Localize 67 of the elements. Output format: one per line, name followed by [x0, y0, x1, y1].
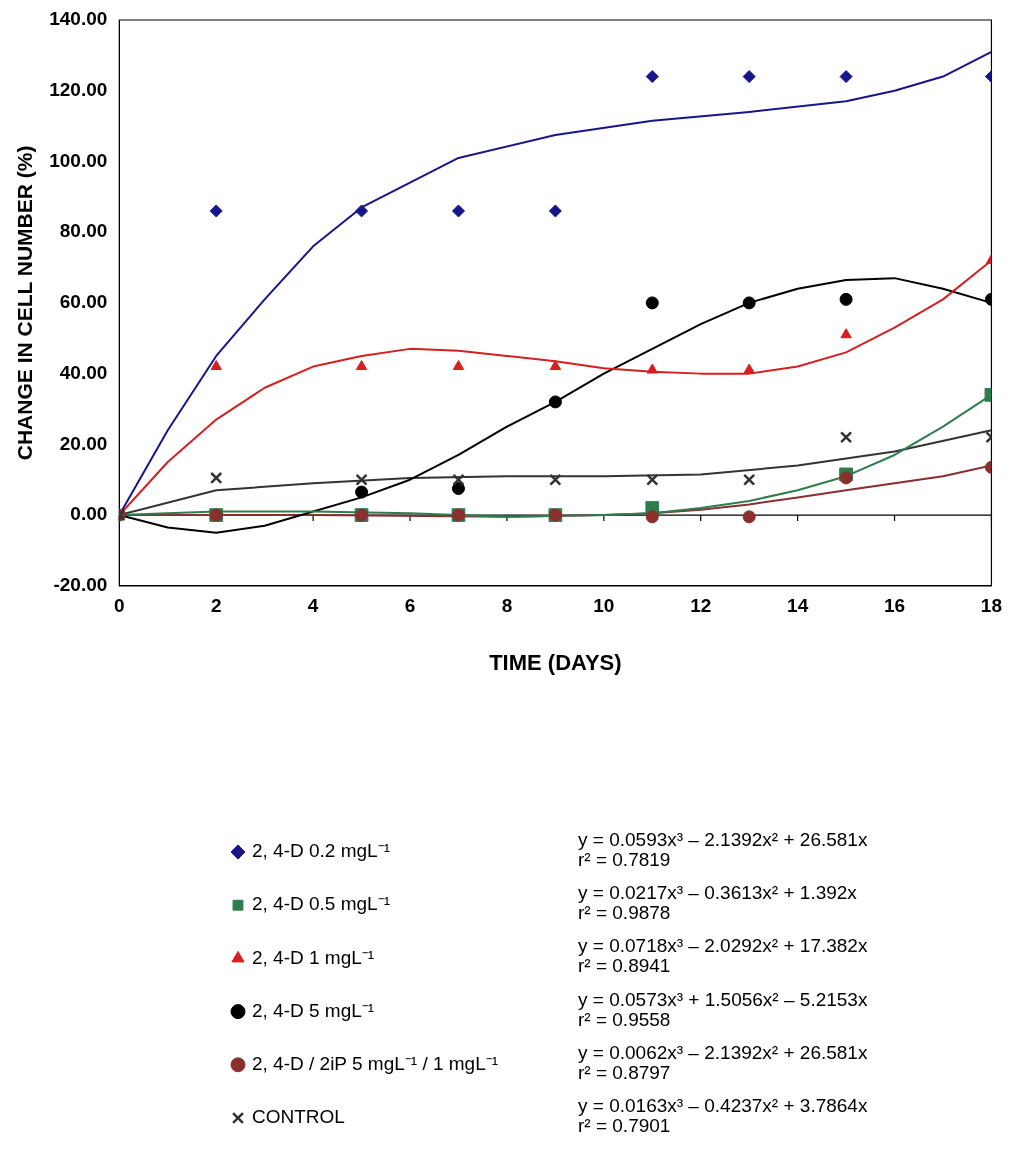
text: r² = 0.7901 [578, 1115, 671, 1136]
legend-label: 2, 4-D 0.2 mgL⁻¹ [252, 840, 390, 862]
y-tick-label: 120.00 [49, 78, 108, 100]
text: y = 0.0217x³ – 0.3613x² + 1.392x [578, 882, 858, 904]
text: y = 0.0593x³ – 2.1392x² + 26.581x [578, 829, 868, 850]
legend-label: CONTROL [252, 1106, 345, 1128]
point [839, 70, 853, 84]
x-tick-label: 14 [787, 595, 809, 617]
point [646, 473, 659, 486]
text: y = 0.0718x³ – 2.0292x² + 17.382x [578, 935, 868, 957]
point [840, 328, 852, 339]
point [839, 431, 853, 444]
text: y = 0.0163x³ – 0.4237x² + 3.7864x [578, 1095, 868, 1116]
legend-label: 2, 4-D 0.5 mgL⁻¹ [252, 893, 390, 915]
legend-label: 2, 4-D / 2iP 5 mgL⁻¹ / 1 mgL⁻¹ [252, 1053, 499, 1075]
point [355, 204, 369, 218]
point [839, 471, 853, 485]
point [645, 510, 659, 524]
point [451, 482, 465, 496]
point [210, 471, 223, 485]
y-tick-label: -20.00 [53, 574, 108, 596]
y-tick-label: 100.00 [49, 149, 108, 171]
point [452, 473, 465, 486]
point [742, 70, 756, 84]
point [645, 70, 659, 84]
point [210, 360, 222, 371]
point [452, 360, 465, 371]
x-tick-label: 18 [980, 595, 1002, 617]
y-tick-label: 140.00 [49, 8, 108, 30]
x-tick-label: 16 [883, 595, 906, 617]
x-tick-label: 10 [593, 595, 615, 617]
point [548, 204, 562, 218]
point [742, 510, 756, 524]
y-tick-label: 20.00 [59, 432, 108, 454]
text: y = 0.0573x³ + 1.5056x² – 5.2153x [578, 988, 868, 1010]
y-tick-label: 40.00 [59, 361, 108, 383]
point [355, 473, 368, 486]
legend-label: 2, 4-D 5 mgL⁻¹ [252, 999, 375, 1021]
y-tick-label: 0.00 [70, 503, 108, 525]
legend-label: 2, 4-D 1 mgL⁻¹ [252, 946, 375, 968]
point [451, 204, 465, 218]
point [548, 395, 562, 409]
x-tick-label: 12 [690, 595, 712, 617]
point [742, 296, 756, 310]
point [549, 473, 562, 486]
point [742, 473, 756, 486]
x-axis-title: TIME (DAYS) [489, 649, 622, 675]
x-tick-label: 0 [114, 595, 125, 617]
point [645, 296, 659, 310]
point [355, 360, 368, 371]
y-tick-label: 60.00 [59, 291, 108, 313]
point [646, 363, 658, 374]
x-tick-label: 2 [210, 595, 222, 617]
x-tick-label: 8 [501, 595, 513, 617]
text: y = 0.0062x³ – 2.1392x² + 26.581x [578, 1041, 868, 1063]
x-tick-label: 4 [307, 595, 319, 617]
x-tick-label: 6 [404, 595, 416, 617]
point [355, 485, 369, 499]
point [839, 292, 853, 306]
point [209, 204, 223, 218]
y-tick-label: 80.00 [59, 220, 108, 242]
text: r² = 0.9878 [578, 902, 671, 924]
text: r² = 0.8941 [578, 955, 671, 977]
text: r² = 0.7819 [578, 849, 671, 870]
y-axis-title: CHANGE IN CELL NUMBER (%) [13, 145, 37, 461]
point [743, 363, 755, 374]
point [549, 360, 562, 371]
